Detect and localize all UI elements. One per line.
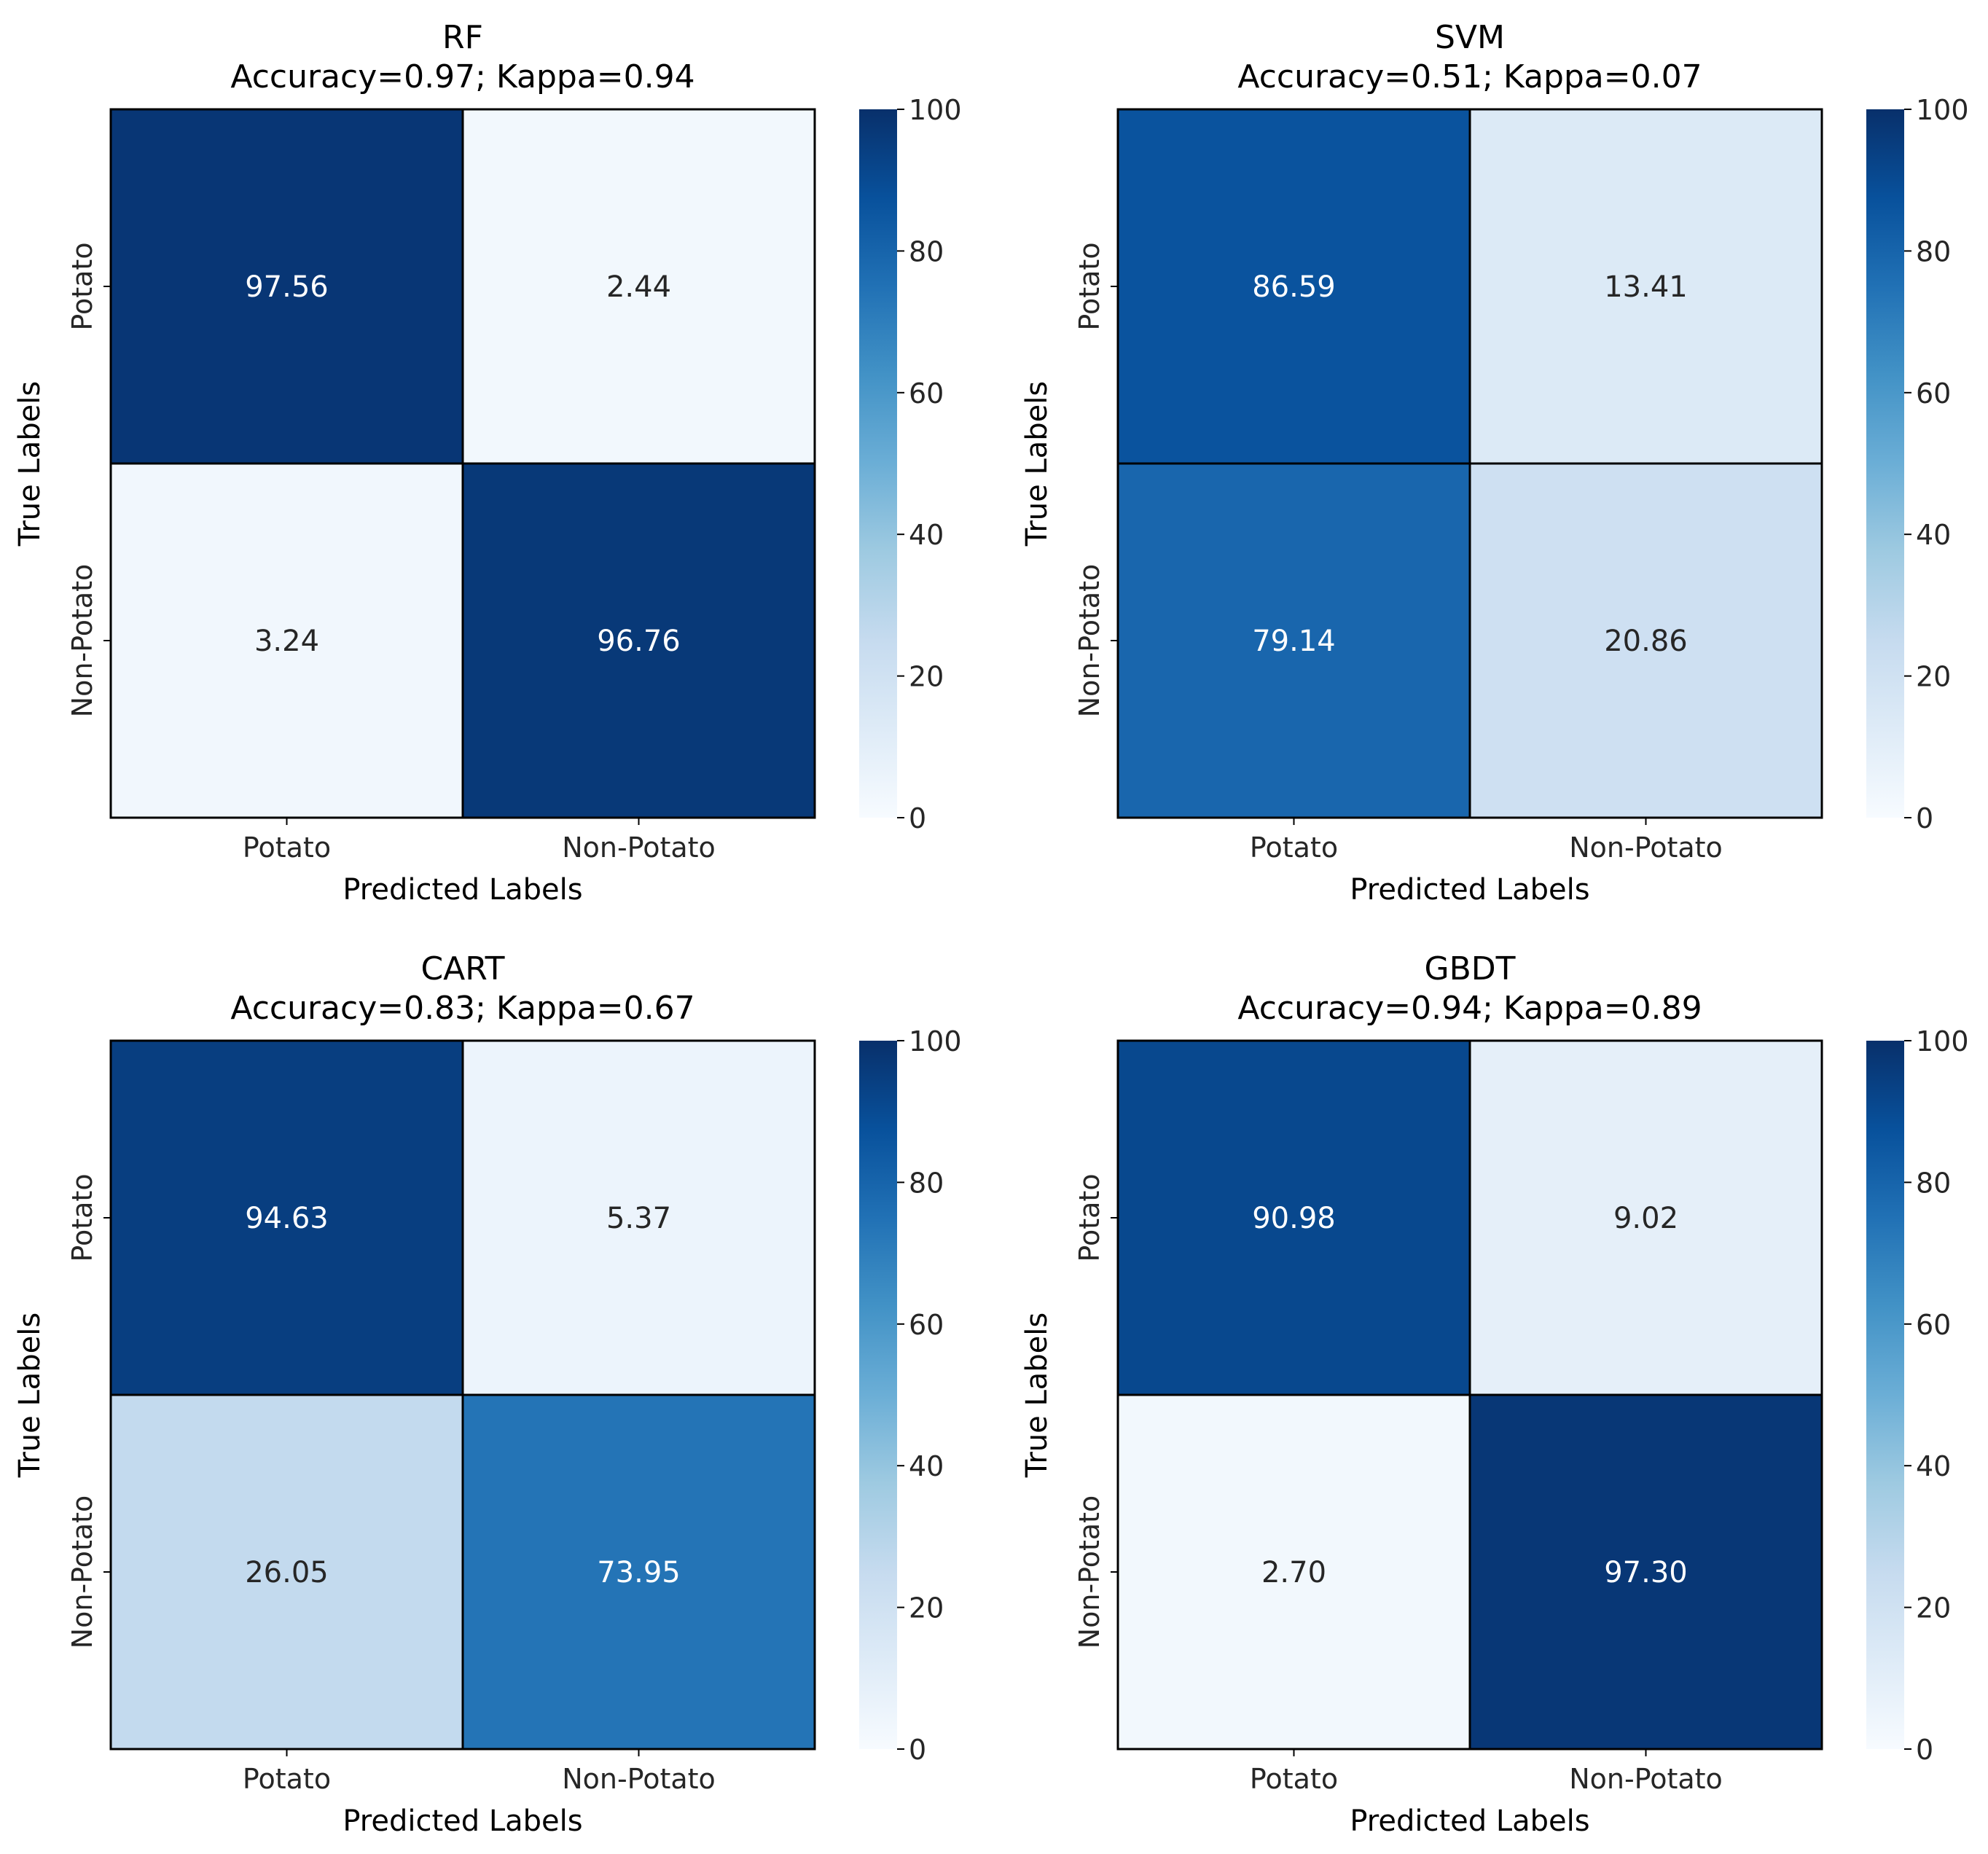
cell-value-label: 26.05 — [245, 1556, 329, 1589]
y-tick-label: Potato — [1073, 1173, 1105, 1262]
x-axis-label: Predicted Labels — [343, 873, 582, 907]
y-tick-label: Potato — [66, 1173, 98, 1262]
heatmap-cell — [1116, 1039, 1471, 1396]
heatmap-cell — [1116, 462, 1471, 819]
heatmap-cell — [109, 108, 464, 465]
chart-subtitle: Accuracy=0.51; Kappa=0.07 — [1237, 58, 1702, 95]
x-tick-label: Potato — [1250, 832, 1338, 864]
colorbar-tick-label: 40 — [909, 1450, 944, 1482]
colorbar-tick-label: 60 — [909, 1309, 944, 1341]
chart-title: SVM — [1435, 19, 1505, 56]
colorbar — [1866, 1041, 1904, 1749]
colorbar-tick-label: 0 — [909, 802, 926, 834]
colorbar-tick-label: 20 — [909, 1592, 944, 1624]
x-tick-label: Non-Potato — [1569, 832, 1723, 864]
y-axis-label: True Labels — [13, 381, 47, 547]
y-tick-label: Non-Potato — [1073, 564, 1105, 718]
cell-value-label: 9.02 — [1613, 1202, 1678, 1235]
chart-title: RF — [442, 19, 483, 56]
x-axis-label: Predicted Labels — [1350, 873, 1589, 907]
cell-value-label: 20.86 — [1604, 625, 1688, 658]
x-axis-label: Predicted Labels — [1350, 1804, 1589, 1838]
heatmap-cell — [461, 462, 816, 819]
cell-value-label: 94.63 — [245, 1202, 329, 1235]
colorbar-tick-label: 100 — [909, 94, 962, 126]
colorbar-tick-label: 80 — [1916, 235, 1951, 267]
colorbar — [1866, 109, 1904, 818]
colorbar-tick-label: 40 — [1916, 519, 1951, 551]
heatmap-cell — [1468, 108, 1823, 465]
colorbar-tick-label: 0 — [1916, 1734, 1933, 1766]
x-tick-label: Non-Potato — [562, 832, 716, 864]
colorbar-tick-label: 80 — [1916, 1167, 1951, 1199]
x-tick-label: Non-Potato — [1569, 1763, 1723, 1795]
heatmap-cell — [461, 1393, 816, 1751]
chart-subtitle: Accuracy=0.97; Kappa=0.94 — [230, 58, 694, 95]
colorbar-tick-label: 100 — [1916, 94, 1969, 126]
colorbar — [859, 1041, 897, 1749]
y-tick-label: Potato — [66, 242, 98, 330]
cell-value-label: 97.56 — [245, 270, 329, 304]
colorbar-tick-label: 60 — [1916, 378, 1951, 410]
cell-value-label: 3.24 — [254, 625, 319, 658]
cell-value-label: 79.14 — [1252, 625, 1336, 658]
cell-value-label: 90.98 — [1252, 1202, 1336, 1235]
cell-value-label: 5.37 — [606, 1202, 671, 1235]
colorbar-tick-label: 20 — [1916, 1592, 1951, 1624]
x-tick-label: Potato — [243, 832, 331, 864]
colorbar — [859, 109, 897, 818]
y-tick-label: Non-Potato — [66, 564, 98, 718]
colorbar-tick-label: 40 — [909, 519, 944, 551]
cell-value-label: 97.30 — [1604, 1556, 1688, 1589]
cell-value-label: 13.41 — [1604, 270, 1688, 304]
colorbar-tick-label: 80 — [909, 235, 944, 267]
heatmap-cell — [109, 1393, 464, 1751]
cell-value-label: 2.70 — [1261, 1556, 1326, 1589]
x-tick-label: Potato — [1250, 1763, 1338, 1795]
y-tick-label: Non-Potato — [1073, 1495, 1105, 1649]
y-axis-label: True Labels — [1020, 381, 1054, 547]
colorbar-tick-label: 80 — [909, 1167, 944, 1199]
heatmap-cell — [461, 1039, 816, 1396]
x-tick-label: Non-Potato — [562, 1763, 716, 1795]
heatmap-cell — [1468, 462, 1823, 819]
colorbar-tick-label: 100 — [909, 1025, 962, 1057]
cell-value-label: 73.95 — [597, 1556, 681, 1589]
colorbar-tick-label: 60 — [1916, 1309, 1951, 1341]
y-tick-label: Non-Potato — [66, 1495, 98, 1649]
heatmap-cell — [461, 108, 816, 465]
cell-value-label: 96.76 — [597, 625, 681, 658]
heatmap-cell — [1468, 1039, 1823, 1396]
colorbar-tick-label: 60 — [909, 378, 944, 410]
x-axis-label: Predicted Labels — [343, 1804, 582, 1838]
y-tick-label: Potato — [1073, 242, 1105, 330]
colorbar-tick-label: 0 — [909, 1734, 926, 1766]
chart-title: CART — [420, 950, 504, 987]
heatmap-cell — [1468, 1393, 1823, 1751]
colorbar-tick-label: 0 — [1916, 802, 1933, 834]
colorbar-tick-label: 40 — [1916, 1450, 1951, 1482]
chart-subtitle: Accuracy=0.94; Kappa=0.89 — [1237, 990, 1702, 1027]
cell-value-label: 86.59 — [1252, 270, 1336, 304]
y-axis-label: True Labels — [13, 1313, 47, 1478]
y-axis-label: True Labels — [1020, 1313, 1054, 1478]
chart-subtitle: Accuracy=0.83; Kappa=0.67 — [230, 990, 694, 1027]
colorbar-tick-label: 20 — [909, 661, 944, 693]
colorbar-tick-label: 100 — [1916, 1025, 1969, 1057]
heatmap-cell — [109, 462, 464, 819]
x-tick-label: Potato — [243, 1763, 331, 1795]
colorbar-tick-label: 20 — [1916, 661, 1951, 693]
heatmap-cell — [109, 1039, 464, 1396]
chart-title: GBDT — [1424, 950, 1515, 987]
cell-value-label: 2.44 — [606, 270, 671, 304]
